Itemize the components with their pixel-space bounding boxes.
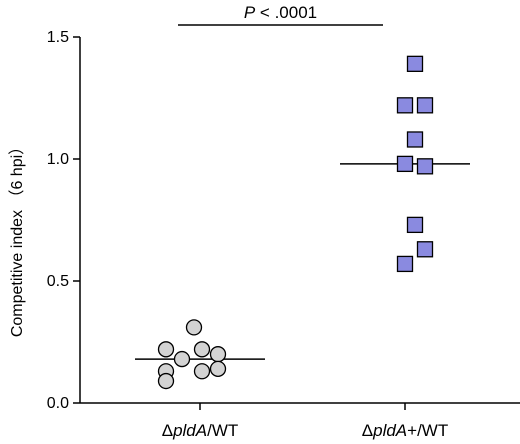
data-point-circle [209,346,227,363]
y-axis-title: Competitive index （6 hpi） [8,139,26,337]
significance-label: P < .0001 [244,3,317,22]
data-point-circle [173,350,191,368]
data-point-square [396,155,414,173]
data-point-square [406,216,424,234]
data-point-circle [193,341,211,358]
axes [73,36,520,410]
y-tick-label: 1.0 [47,151,69,168]
data-point-square [396,97,414,114]
data-marks [135,24,470,390]
y-tick-label: 1.5 [47,29,69,46]
data-point-square [396,255,414,273]
y-tick-label: 0.5 [47,273,69,290]
data-point-circle [209,360,227,377]
data-point-square [406,131,424,148]
y-tick-label: 0.0 [47,395,69,412]
data-point-square [406,55,424,72]
data-point-circle [157,341,175,358]
data-point-square [416,97,434,114]
data-point-circle [157,372,175,390]
data-point-circle [185,319,203,336]
data-point-circle [193,363,211,380]
data-point-square [416,241,434,258]
data-point-square [416,158,434,175]
labels: 0.0 0.5 1.0 1.5 Competitive index （6 hpi） Δpl… [8,3,448,440]
x-category-label: ΔpldA/WT [162,421,239,440]
x-category-label: ΔpldA+/WT [362,421,448,440]
